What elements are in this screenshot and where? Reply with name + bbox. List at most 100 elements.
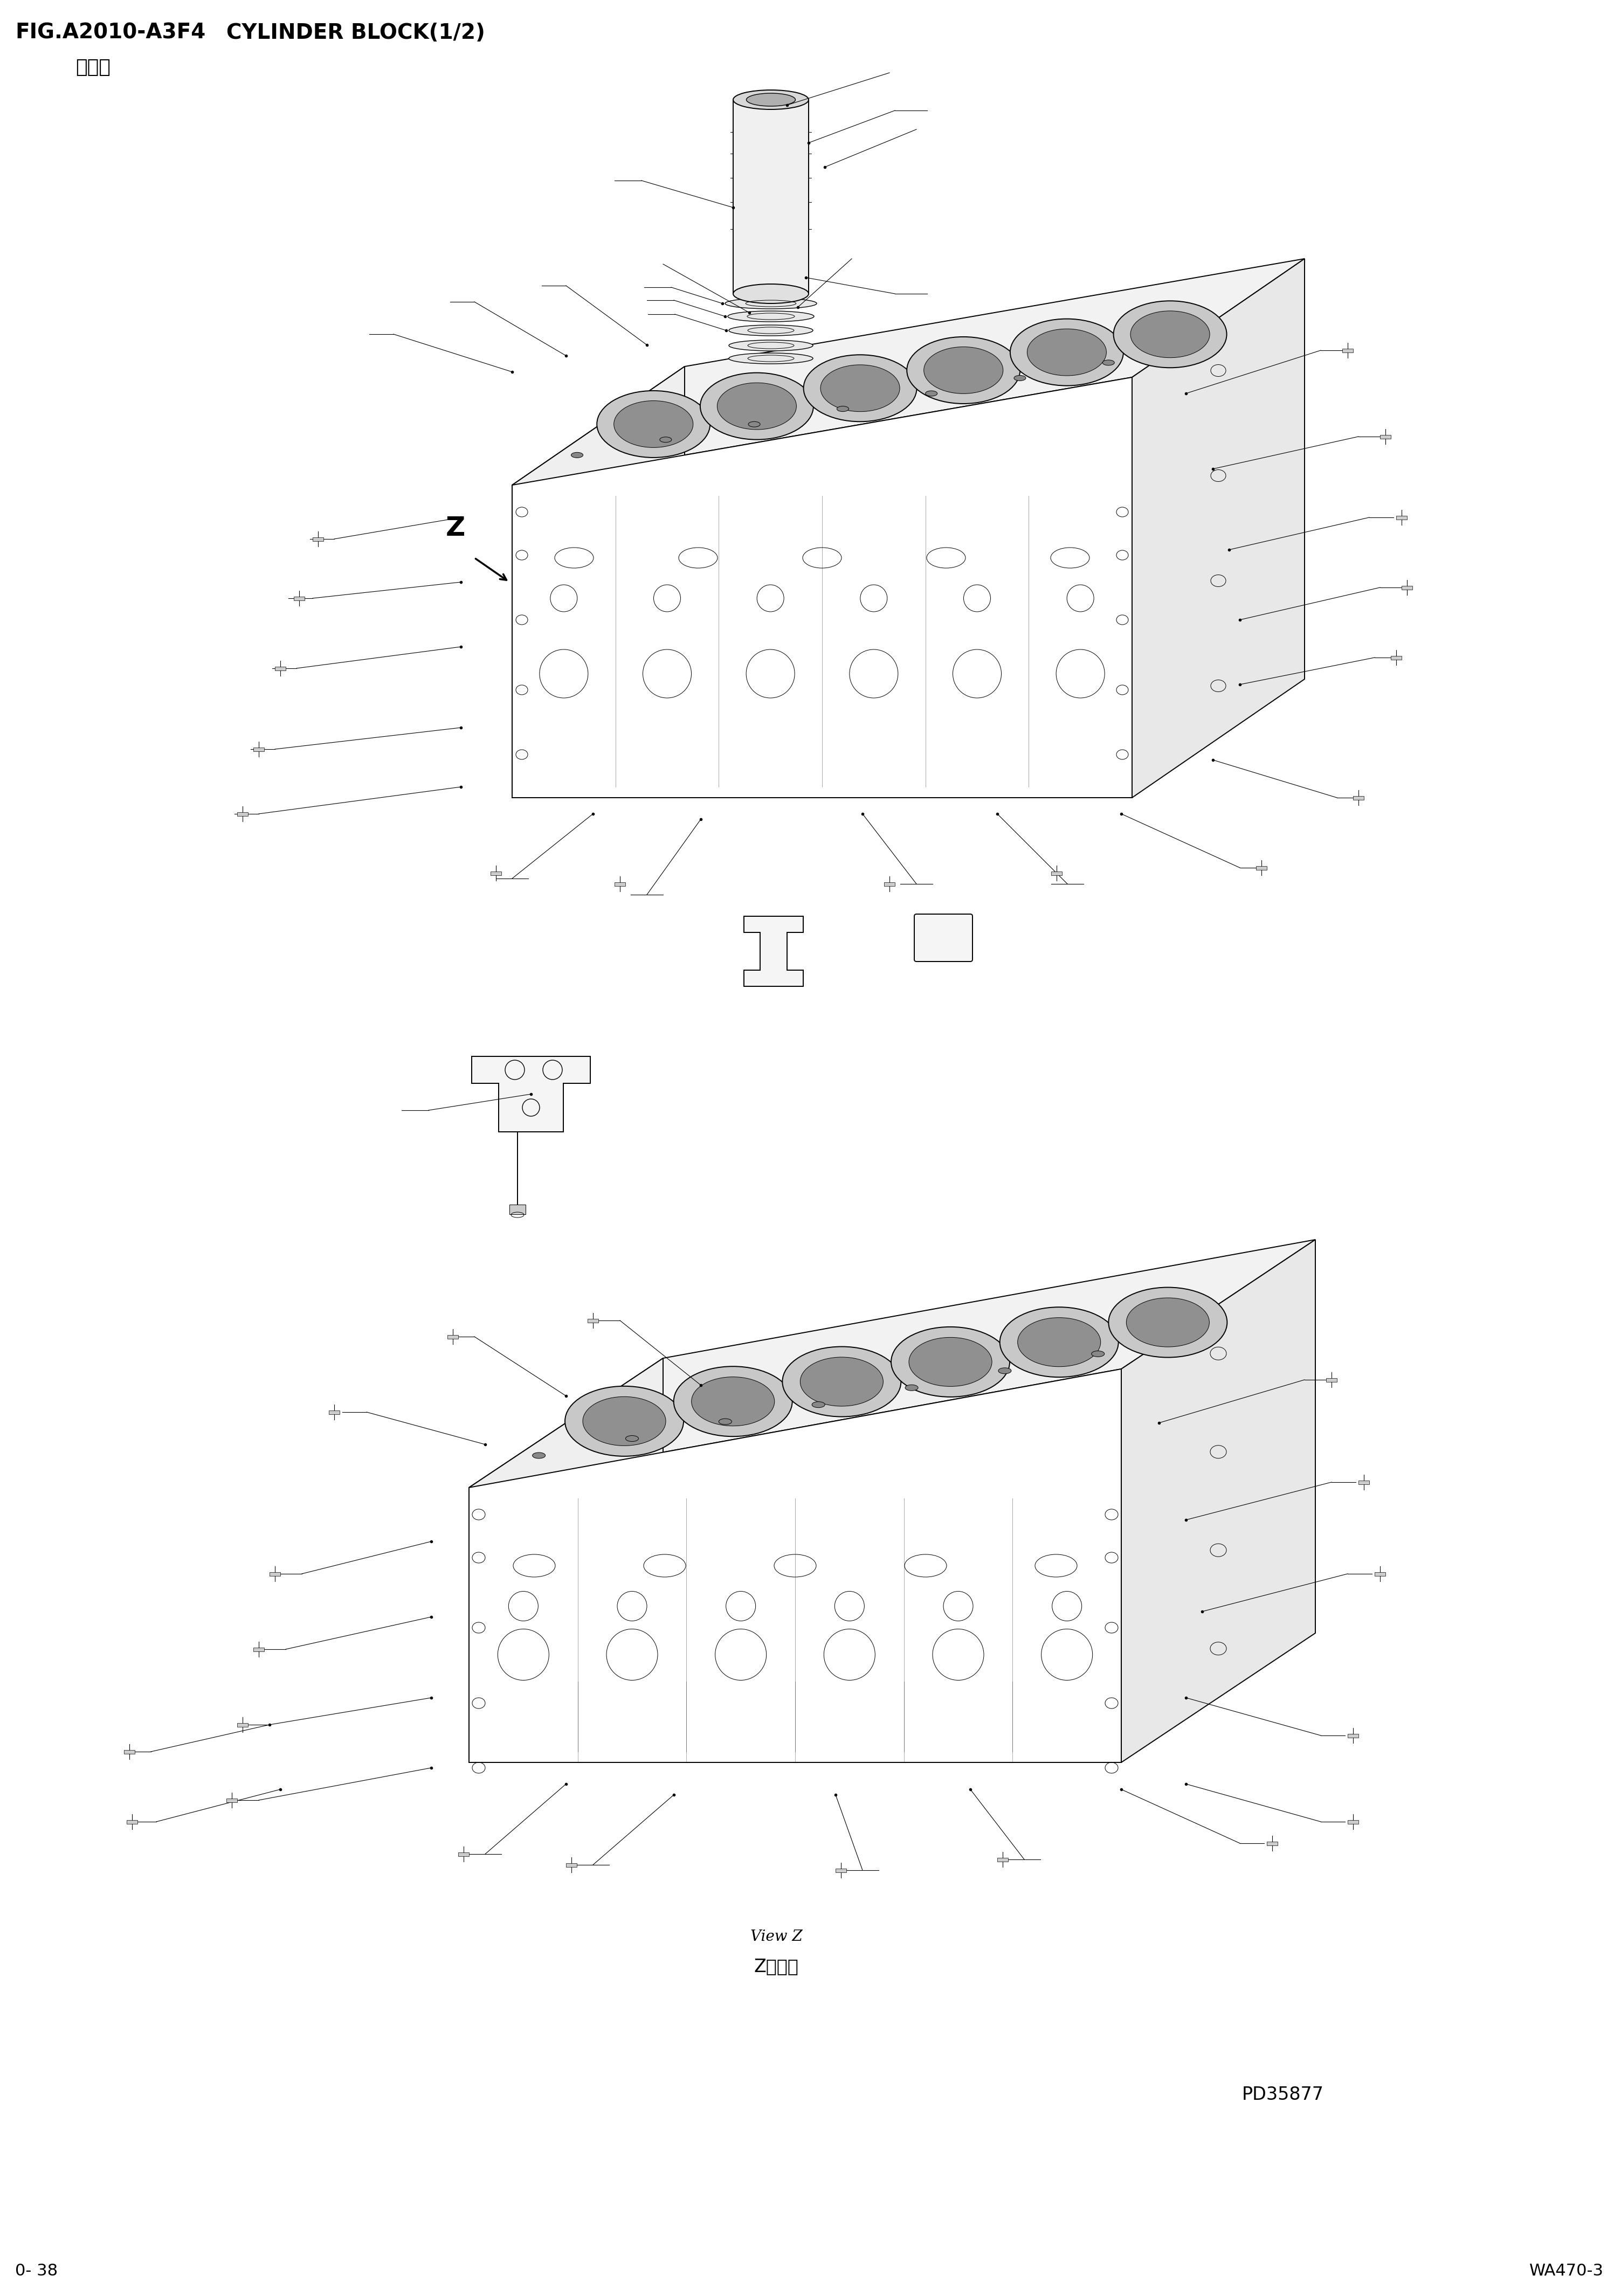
Ellipse shape [1028,328,1107,377]
Ellipse shape [820,365,900,411]
Ellipse shape [733,90,809,110]
Ellipse shape [718,1419,731,1424]
Bar [1358,1481,1370,1483]
Bar [733,99,809,294]
Ellipse shape [1010,319,1123,386]
Ellipse shape [1091,1350,1104,1357]
Bar [293,597,305,599]
Ellipse shape [729,340,812,351]
Bar [276,666,285,670]
Bar [509,1205,525,1215]
Ellipse shape [1109,1288,1227,1357]
Bar [313,537,324,542]
Bar [1354,797,1363,799]
Bar [237,813,248,815]
Polygon shape [468,1240,1315,1488]
Ellipse shape [905,1384,917,1391]
Polygon shape [468,1368,1122,1763]
Bar [253,1646,264,1651]
Ellipse shape [725,298,817,310]
Bar [614,882,626,886]
Ellipse shape [733,285,809,303]
Ellipse shape [597,390,710,457]
Ellipse shape [906,338,1020,404]
Bar [1256,866,1268,870]
Text: View Z: View Z [751,1929,802,1945]
Bar [566,1862,577,1867]
Polygon shape [468,1359,663,1763]
Bar [227,1798,237,1802]
Bar [1326,1378,1337,1382]
Bar [329,1410,340,1414]
Ellipse shape [909,1336,992,1387]
Polygon shape [512,377,1131,797]
Ellipse shape [924,347,1003,393]
Bar [1379,434,1391,439]
Bar [447,1334,459,1339]
Text: PD35877: PD35877 [1242,2085,1324,2103]
Bar [491,870,501,875]
Ellipse shape [999,1368,1012,1373]
Text: Z向视图: Z向视图 [754,1958,799,1975]
Bar [123,1750,135,1754]
Bar [253,746,264,751]
Ellipse shape [716,383,796,429]
Ellipse shape [812,1401,825,1407]
Ellipse shape [1018,1318,1101,1366]
Ellipse shape [1102,360,1114,365]
Ellipse shape [804,356,917,422]
Ellipse shape [626,1435,639,1442]
Ellipse shape [783,1348,901,1417]
Bar [1375,1573,1386,1575]
Ellipse shape [1000,1306,1118,1378]
Ellipse shape [660,436,671,443]
Bar [1391,657,1402,659]
Bar [883,882,895,886]
Ellipse shape [729,326,812,335]
Bar [1347,1821,1358,1823]
Polygon shape [1131,259,1305,797]
Bar [1268,1841,1277,1846]
Ellipse shape [801,1357,883,1405]
Bar [237,1722,248,1727]
Ellipse shape [836,406,849,411]
Bar [1402,585,1412,590]
Ellipse shape [729,354,812,363]
Bar [1342,349,1354,351]
Polygon shape [512,259,1305,484]
Ellipse shape [1015,374,1026,381]
Ellipse shape [566,1387,684,1456]
Ellipse shape [700,372,814,439]
Ellipse shape [1114,301,1227,367]
Ellipse shape [614,402,694,448]
Ellipse shape [1127,1297,1209,1348]
Ellipse shape [692,1378,775,1426]
Polygon shape [1122,1240,1315,1763]
Ellipse shape [1130,310,1209,358]
FancyBboxPatch shape [914,914,973,962]
Bar [269,1573,280,1575]
Bar [1050,870,1062,875]
Bar [459,1853,468,1855]
Ellipse shape [892,1327,1010,1396]
Text: CYLINDER BLOCK(1/2): CYLINDER BLOCK(1/2) [227,23,485,44]
Bar [1396,517,1407,519]
Ellipse shape [926,390,937,397]
Bar [997,1857,1008,1862]
Polygon shape [744,916,804,987]
Ellipse shape [674,1366,793,1437]
Text: 气缸体: 气缸体 [76,57,110,76]
Ellipse shape [749,422,760,427]
Bar [1347,1733,1358,1738]
Ellipse shape [532,1453,545,1458]
Ellipse shape [571,452,584,457]
Ellipse shape [746,94,796,106]
Ellipse shape [584,1396,666,1446]
Bar [126,1821,138,1823]
Ellipse shape [728,310,814,321]
Polygon shape [472,1056,590,1132]
Bar [587,1318,598,1322]
Bar [835,1869,846,1871]
Text: FIG.A2010-A3F4: FIG.A2010-A3F4 [15,23,206,44]
Polygon shape [512,367,684,797]
